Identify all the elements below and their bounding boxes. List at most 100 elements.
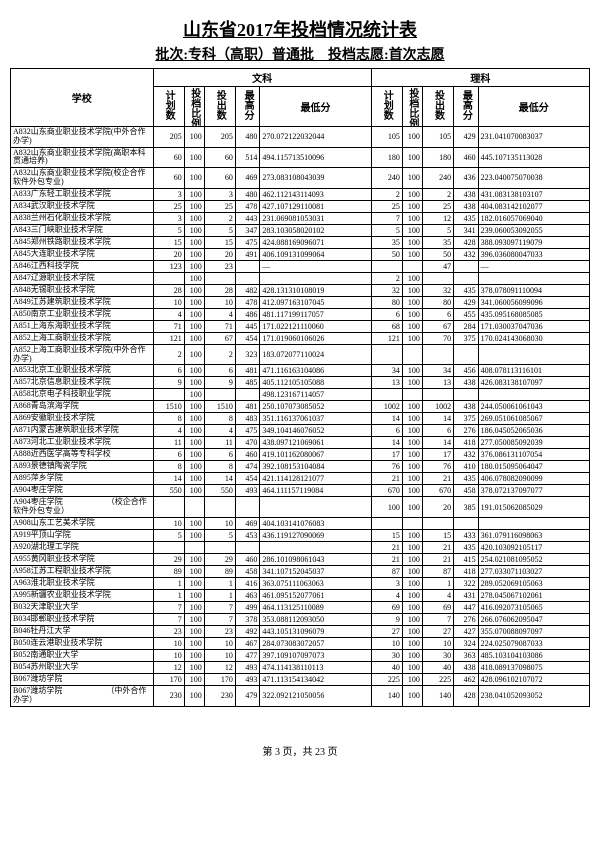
cell: 378 xyxy=(235,613,259,625)
cell: 5 xyxy=(371,224,402,236)
cell: 100 xyxy=(184,425,204,437)
cell: 29 xyxy=(204,553,235,565)
cell: 7 xyxy=(204,613,235,625)
cell xyxy=(235,541,259,553)
cell: 4 xyxy=(204,308,235,320)
cell: 100 xyxy=(402,577,422,589)
cell: 438 xyxy=(454,200,478,212)
cell: 397.109107097073 xyxy=(260,649,371,661)
cell: 21 xyxy=(422,553,453,565)
cell: 3 xyxy=(153,188,184,200)
cell: 100 xyxy=(402,473,422,485)
cell: 458 xyxy=(235,565,259,577)
table-row: B054苏州职业大学1210012493474.1141381101134010… xyxy=(11,661,590,673)
cell-school: A847辽源职业技术学院 xyxy=(11,272,154,284)
table-row: A955黄冈职业技术学院2910029460286.10109806104321… xyxy=(11,553,590,565)
table-row: A857北京信息职业技术学院91009485405.11210510508813… xyxy=(11,377,590,389)
cell: 378.078091110094 xyxy=(478,284,589,296)
cell: 30 xyxy=(371,649,402,661)
cell: 1 xyxy=(153,577,184,589)
header-a-plan: 计划数 xyxy=(153,87,184,127)
cell: 7 xyxy=(371,212,402,224)
cell: 35 xyxy=(422,236,453,248)
cell: 230 xyxy=(153,685,184,706)
cell: 388.093097119079 xyxy=(478,236,589,248)
cell: 376.086131107054 xyxy=(478,449,589,461)
cell: 70 xyxy=(422,332,453,344)
cell: 276 xyxy=(454,613,478,625)
cell: 100 xyxy=(402,541,422,553)
cell: 10 xyxy=(204,637,235,649)
table-body: A832山东商业职业技术学院(中外合作办学)205100205480270.07… xyxy=(11,127,590,707)
cell: 12 xyxy=(422,212,453,224)
cell: 180 xyxy=(422,147,453,168)
cell: 482 xyxy=(235,284,259,296)
cell-school: B052南通职业大学 xyxy=(11,649,154,661)
cell: 21 xyxy=(371,541,402,553)
cell: 100 xyxy=(402,127,422,148)
cell: 223.040075070038 xyxy=(478,168,589,189)
table-row: A845大连职业技术学院2010020491406.10913109906450… xyxy=(11,248,590,260)
cell: 418 xyxy=(454,565,478,577)
cell xyxy=(153,497,184,518)
cell: 2 xyxy=(204,344,235,365)
cell: 456 xyxy=(454,365,478,377)
cell: 50 xyxy=(422,248,453,260)
cell: 405.112105105088 xyxy=(260,377,371,389)
cell: 121 xyxy=(153,332,184,344)
cell: 140 xyxy=(422,685,453,706)
table-row: A838兰州石化职业技术学院31002443231.06908105303171… xyxy=(11,212,590,224)
cell: 492 xyxy=(235,625,259,637)
cell: 100 xyxy=(402,413,422,425)
cell: 32 xyxy=(371,284,402,296)
cell: 424.088169096071 xyxy=(260,236,371,248)
cell: 100 xyxy=(184,413,204,425)
cell: 13 xyxy=(422,377,453,389)
cell: 100 xyxy=(402,637,422,649)
table-row: A846江西科技学院12310023—47— xyxy=(11,260,590,272)
cell: 8 xyxy=(153,461,184,473)
cell: 412.097163107045 xyxy=(260,296,371,308)
cell: 121 xyxy=(371,332,402,344)
cell: 458 xyxy=(454,485,478,497)
cell xyxy=(184,497,204,518)
cell xyxy=(204,497,235,518)
cell-school: A850南京工业职业技术学院 xyxy=(11,308,154,320)
cell: 100 xyxy=(184,401,204,413)
cell-school: A853北京工业职业技术学院 xyxy=(11,365,154,377)
cell: 100 xyxy=(371,497,402,518)
cell: 9 xyxy=(153,377,184,389)
cell: 498.123167114057 xyxy=(260,389,371,401)
cell: 100 xyxy=(402,188,422,200)
cell: 493 xyxy=(235,673,259,685)
cell: 224.025079087033 xyxy=(478,637,589,649)
cell xyxy=(478,517,589,529)
cell: 5 xyxy=(153,529,184,541)
cell: 431.083138103107 xyxy=(478,188,589,200)
cell: 284.073083072057 xyxy=(260,637,371,649)
table-row: B050连云港职业技术学院1010010467284.0730830720571… xyxy=(11,637,590,649)
cell: 100 xyxy=(402,320,422,332)
cell: 100 xyxy=(184,565,204,577)
table-row: A963淮北职业技术学院11001416363.0751110630633100… xyxy=(11,577,590,589)
table-row: A832山东商业职业技术学院(中外合作办学)205100205480270.07… xyxy=(11,127,590,148)
cell xyxy=(422,272,453,284)
cell: 477 xyxy=(235,649,259,661)
cell xyxy=(371,344,402,365)
cell: 278.045067102061 xyxy=(478,589,589,601)
cell: 100 xyxy=(184,365,204,377)
cell: 1 xyxy=(422,577,453,589)
cell: 426.083138107097 xyxy=(478,377,589,389)
cell: 461.095152077061 xyxy=(260,589,371,601)
cell: 100 xyxy=(402,673,422,685)
cell: 2 xyxy=(371,188,402,200)
cell: 231.041070083037 xyxy=(478,127,589,148)
cell: 100 xyxy=(184,449,204,461)
cell: 421.114128121077 xyxy=(260,473,371,485)
table-row: A850南京工业职业技术学院41004486481.11719911705761… xyxy=(11,308,590,320)
cell-school: A832山东商业职业技术学院(高职本科贯通培养) xyxy=(11,147,154,168)
cell: 15 xyxy=(371,529,402,541)
cell: 420.103092105117 xyxy=(478,541,589,553)
cell: 480 xyxy=(235,127,259,148)
cell: 447 xyxy=(454,601,478,613)
